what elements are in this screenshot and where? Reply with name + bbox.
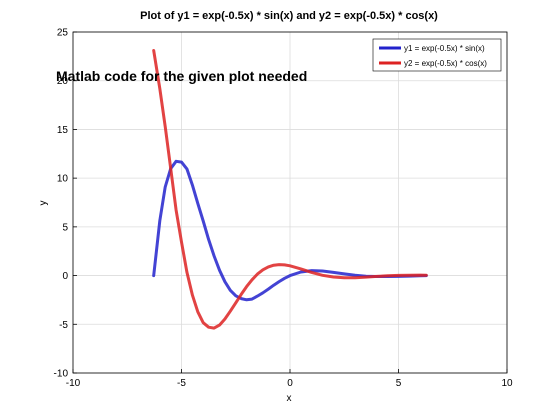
- y-tick-label: 5: [62, 222, 68, 233]
- y-tick-label: 15: [57, 125, 69, 136]
- y-tick-label: -5: [59, 320, 68, 331]
- y-axis-label: y: [38, 201, 49, 206]
- series-line-y2: [152, 49, 428, 330]
- chart-title: Plot of y1 = exp(-0.5x) * sin(x) and y2 …: [140, 10, 438, 22]
- grid-lines: [72, 31, 508, 374]
- series-group: [152, 49, 428, 330]
- legend-label-y1: y1 = exp(-0.5x) * sin(x): [404, 44, 485, 53]
- x-tick-label: 10: [501, 378, 513, 389]
- x-tick-label: -10: [66, 378, 81, 389]
- x-axis-label: x: [287, 393, 292, 404]
- x-tick-label: -5: [177, 378, 186, 389]
- x-tick-label: 5: [396, 378, 402, 389]
- chart-annotation: Matlab code for the given plot needed: [56, 68, 307, 84]
- y-tick-label: 20: [57, 76, 69, 87]
- axis-ticks: -10 -5 0 5 10 -10 -5 0 5 10 15 20 25: [54, 28, 513, 390]
- y-tick-label: 25: [57, 28, 69, 39]
- y-tick-label: 10: [57, 174, 69, 185]
- x-tick-label: 0: [287, 378, 293, 389]
- y-tick-label: -10: [54, 369, 69, 380]
- legend-box: [372, 38, 502, 72]
- legend: y1 = exp(-0.5x) * sin(x) y2 = exp(-0.5x)…: [372, 38, 502, 72]
- y-tick-label: 0: [62, 271, 68, 282]
- legend-label-y2: y2 = exp(-0.5x) * cos(x): [404, 59, 487, 68]
